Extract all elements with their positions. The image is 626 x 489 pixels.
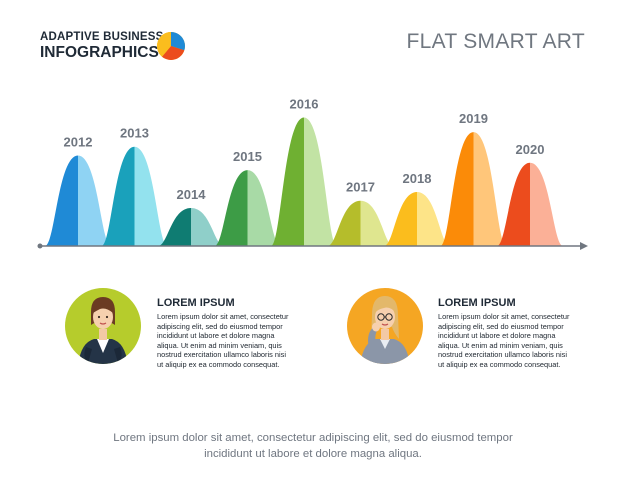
bar-2012-right xyxy=(78,155,111,246)
bar-2014-left xyxy=(158,208,191,246)
profile-2-title: LOREM IPSUM xyxy=(438,297,516,309)
bar-2016-left xyxy=(271,117,304,247)
year-label-2014: 2014 xyxy=(177,187,207,202)
year-label-2018: 2018 xyxy=(403,171,432,186)
year-label-2020: 2020 xyxy=(516,142,545,157)
bar-2020-right xyxy=(530,162,563,246)
brand-logo: ADAPTIVE BUSINESS INFOGRAPHICS xyxy=(40,30,164,62)
avatar-businesswoman xyxy=(65,288,141,364)
timeline-chart: 2012 2013 2014 2015 2016 2017 2018 2019 2020 xyxy=(37,97,588,250)
bar-2013-right xyxy=(134,146,168,246)
bar-2017-right xyxy=(360,200,394,246)
bar-2018-left xyxy=(384,191,417,246)
bar-2016-right xyxy=(304,117,337,247)
year-label-2017: 2017 xyxy=(346,180,375,195)
pie-logo-icon xyxy=(157,32,185,60)
bar-2019-left xyxy=(440,132,474,246)
year-label-2019: 2019 xyxy=(459,111,488,126)
year-label-2012: 2012 xyxy=(64,134,93,149)
bar-2020-left xyxy=(497,162,530,246)
bar-2012-left xyxy=(45,155,78,246)
footer-text: Lorem ipsum dolor sit amet, consectetur … xyxy=(113,432,513,460)
avatar-woman-glasses xyxy=(347,288,423,364)
bar-2014-right xyxy=(191,208,224,246)
bar-2015-right xyxy=(247,170,281,246)
slide-title: FLAT SMART ART xyxy=(406,30,585,53)
brand-line-1: ADAPTIVE BUSINESS xyxy=(40,31,164,43)
profile-2-text: Lorem ipsum dolor sit amet, consectetur … xyxy=(438,312,570,369)
axis-arrow-icon xyxy=(580,242,588,250)
axis-start-dot xyxy=(37,243,43,249)
profile-1-title: LOREM IPSUM xyxy=(157,297,235,309)
year-label-2015: 2015 xyxy=(233,149,262,164)
year-label-2013: 2013 xyxy=(120,126,149,141)
bar-2017-left xyxy=(327,200,361,246)
bar-2015-left xyxy=(214,170,248,246)
bar-2013-left xyxy=(101,146,135,246)
brand-line-2: INFOGRAPHICS xyxy=(40,44,159,61)
bar-2018-right xyxy=(417,191,450,246)
profile-1-text: Lorem ipsum dolor sit amet, consectetur … xyxy=(157,312,289,369)
year-label-2016: 2016 xyxy=(290,97,319,112)
bar-2019-right xyxy=(473,132,507,246)
